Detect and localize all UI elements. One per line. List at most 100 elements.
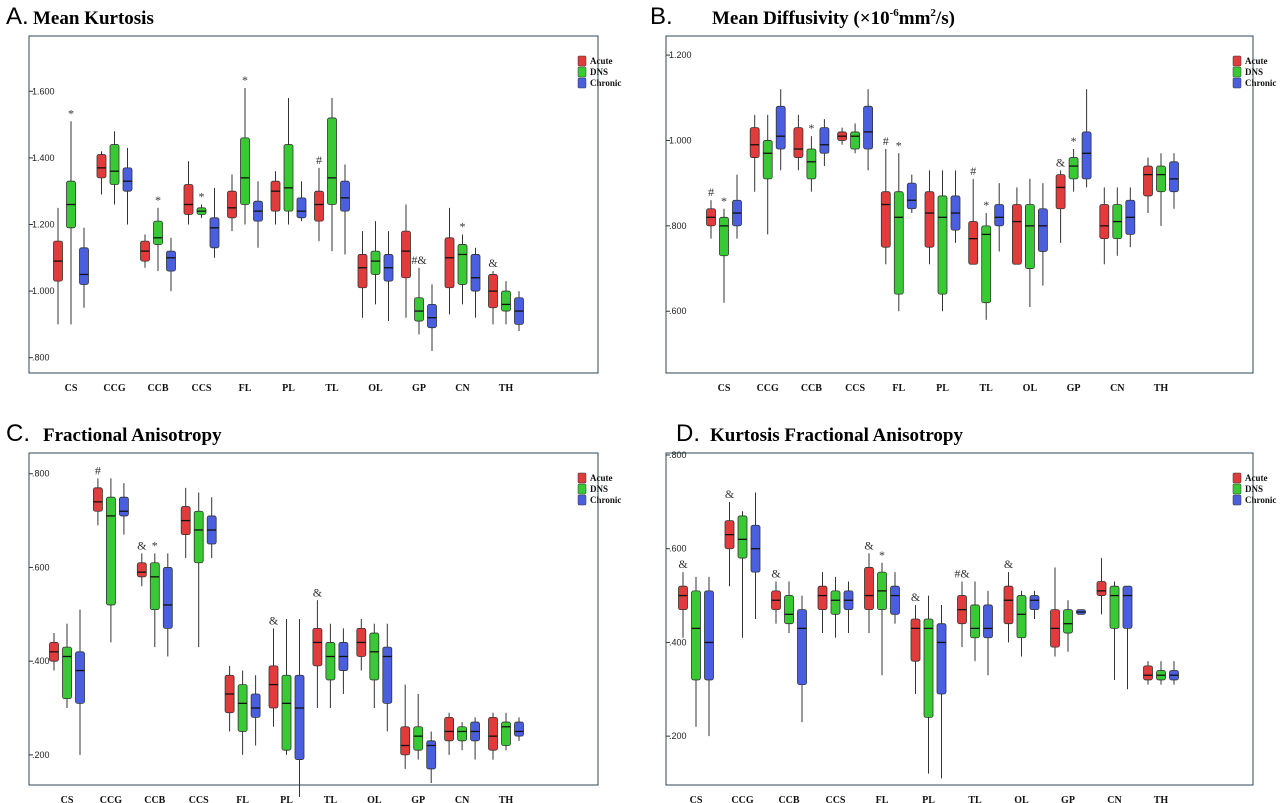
x-category-label: CCB (144, 795, 165, 803)
significance-mark: & (725, 487, 735, 501)
box (1016, 595, 1027, 639)
box (691, 590, 701, 681)
significance-mark: & (1056, 155, 1066, 169)
panel-b-title-unit: mm (899, 8, 931, 29)
box (1143, 165, 1153, 197)
box (775, 105, 786, 150)
box (830, 590, 841, 615)
y-tick-label: .600 (32, 562, 50, 572)
box (1012, 204, 1022, 265)
x-category-label: CCB (801, 383, 822, 394)
x-category-label: PL (922, 795, 935, 803)
x-category-label: CN (1107, 795, 1122, 803)
panel-b-title: B. Mean Diffusivity (×10-6mm2/s) (650, 3, 955, 30)
x-category-label: CCG (100, 795, 122, 803)
x-category-label: FL (892, 383, 905, 394)
panel-b-title-sup: -6 (890, 7, 900, 19)
box (1169, 161, 1179, 193)
significance-mark: * (808, 121, 814, 135)
x-category-label: CCG (757, 383, 779, 394)
box (400, 726, 411, 756)
box (426, 740, 437, 770)
significance-mark: & (864, 538, 874, 552)
box (382, 646, 393, 704)
box (106, 496, 116, 606)
panel-d-title: D. Kurtosis Fractional Anisotropy (676, 420, 963, 447)
box (193, 510, 204, 564)
box (270, 180, 281, 212)
panel-c-title: C. Fractional Anisotropy (6, 420, 222, 447)
box (1143, 665, 1153, 681)
box (501, 290, 511, 312)
box (457, 726, 468, 742)
panel-a-letter: A. (6, 3, 29, 30)
box (890, 585, 900, 615)
x-category-label: CS (61, 795, 74, 803)
box (149, 562, 160, 611)
y-tick-label: .400 (32, 656, 50, 666)
significance-mark: * (199, 190, 205, 204)
y-tick-label: .200 (669, 731, 687, 741)
x-category-label: OL (1023, 383, 1038, 394)
box (162, 567, 173, 629)
panel-b: .600 .800 1.000 1.200 CS CCG CCB CCS FL PL TL OL GP C… (665, 35, 1276, 394)
panel-b-title-sup2: 2 (930, 7, 936, 19)
box (79, 247, 89, 285)
significance-mark: # (316, 153, 322, 167)
box (457, 244, 468, 285)
x-category-label: TL (325, 383, 339, 394)
legend-swatch (1232, 55, 1242, 67)
x-category-label: CCS (189, 795, 209, 803)
box (850, 131, 860, 150)
x-category-label: GP (1061, 795, 1075, 803)
legend-swatch (1232, 483, 1242, 495)
x-category-label: TL (968, 795, 982, 803)
box (340, 180, 350, 212)
x-category-label: PL (280, 795, 293, 803)
box (414, 297, 424, 322)
legend-label: Acute (1245, 56, 1268, 66)
box (880, 191, 891, 248)
y-tick-label: .800 (669, 450, 687, 460)
panel-a: .800 1.000 1.200 1.400 1.600 CS CCG CCB CCS FL PL T… (28, 35, 621, 394)
panel-d: .200 .400 .600 .800 CS CCG CCB CCS FL PL TL OL GP CN T… (665, 450, 1276, 803)
box (737, 515, 748, 559)
x-category-label: CS (718, 383, 731, 394)
box (62, 646, 72, 700)
significance-mark: * (983, 198, 989, 212)
x-category-label: CCS (191, 383, 211, 394)
legend-label: Acute (1245, 473, 1268, 483)
box (227, 190, 237, 219)
box (370, 250, 381, 275)
x-category-label: CN (455, 795, 470, 803)
x-category-label: OL (368, 383, 383, 394)
panel-a-title-text: Mean Kurtosis (33, 8, 154, 29)
box (93, 487, 103, 512)
significance-mark: * (879, 548, 885, 562)
significance-mark: * (721, 194, 727, 208)
box (983, 604, 993, 639)
y-tick-label: .600 (669, 306, 687, 316)
y-tick-label: 1.200 (32, 219, 55, 229)
significance-mark: & (313, 585, 323, 599)
x-category-label: PL (282, 383, 295, 394)
box (268, 665, 279, 709)
legend-label: Chronic (1245, 78, 1276, 88)
y-tick-label: 1.000 (669, 135, 692, 145)
box (166, 250, 176, 272)
box (183, 184, 194, 215)
legend-swatch (577, 77, 587, 89)
box (924, 191, 935, 248)
x-category-label: GP (412, 383, 426, 394)
box (444, 717, 455, 742)
significance-mark: & (137, 538, 147, 552)
x-category-label: CCB (778, 795, 799, 803)
box (294, 674, 305, 760)
x-category-label: GP (411, 795, 425, 803)
panel-c: .200 .400 .600 .800 CS CCG CCB CCS FL PL TL OL GP CN T… (28, 452, 621, 803)
box (96, 154, 107, 179)
x-category-label: CN (1110, 383, 1125, 394)
box (819, 127, 830, 154)
x-category-label: CCB (147, 383, 168, 394)
legend-label: DNS (1245, 484, 1263, 494)
